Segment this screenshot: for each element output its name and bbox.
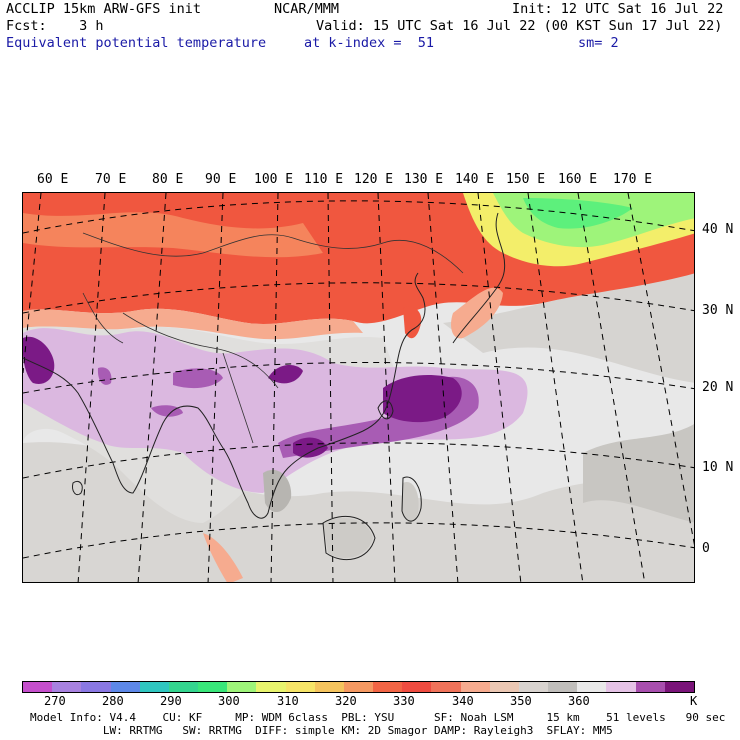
colorbar-label: 290 [160,694,182,708]
ocean-gray-patch [583,424,694,523]
ne-bright-green [523,198,633,229]
colorbar-swatch [489,682,519,692]
smoothing: sm= 2 [578,35,619,51]
lon-label: 80 E [152,172,184,187]
colorbar-label: 270 [44,694,66,708]
model-info-line2: LW: RRTMG SW: RRTMG DIFF: simple KM: 2D … [30,724,613,737]
colorbar-swatch [139,682,169,692]
forecast-hour: Fcst: 3 h [6,18,104,34]
colorbar-label: 310 [277,694,299,708]
lat-label: 10 N [702,460,734,475]
colorbar-label: 330 [393,694,415,708]
colorbar-swatch [227,682,257,692]
level-index: at k-index = 51 [304,35,435,51]
coastlines [23,212,506,561]
init-time: Init: 12 UTC Sat 16 Jul 22 [512,1,724,17]
lon-label: 110 E [304,172,344,187]
colorbar-unit: K [690,694,698,708]
burma-purple-patch [151,405,183,417]
colorbar [22,681,695,693]
colorbar-label: 280 [102,694,124,708]
lon-label: 90 E [205,172,237,187]
colorbar-swatch [256,682,286,692]
colorbar-swatch [548,682,578,692]
colorbar-label: 340 [452,694,474,708]
borneo-gray [323,518,373,558]
bay-purple-patch [173,368,223,389]
valid-time: Valid: 15 UTC Sat 16 Jul 22 (00 KST Sun … [316,18,723,34]
arabian-purple-patch [23,336,55,384]
lat-label: 30 N [702,303,734,318]
field-name: Equivalent potential temperature [6,35,267,51]
colorbar-label: 350 [510,694,532,708]
north-orange-streaks [23,212,323,258]
sumatra-salmon [203,533,243,582]
lat-label: 20 N [702,380,734,395]
colorbar-swatch [343,682,374,692]
model-title: ACCLIP 15km ARW-GFS init [6,1,202,17]
colorbar-swatch [606,682,636,692]
model-info-line1: Model Info: V4.4 CU: KF MP: WDM 6class P… [30,711,726,724]
colorbar-swatch [285,682,315,692]
colorbar-swatch [431,682,461,692]
colorbar-label: 300 [218,694,240,708]
lon-label: 60 E [37,172,69,187]
colorbar-swatch [402,682,432,692]
scs-deep-purple [293,437,328,458]
light-purple-belt [23,328,528,493]
indochina-dark [263,469,292,513]
lon-label: 150 E [506,172,546,187]
colorbar-swatch [110,682,140,692]
colorbar-swatch [168,682,199,692]
colorbar-swatch [23,682,53,692]
china-purple-patch [268,365,303,384]
korea-land [403,306,422,339]
taiwan-deep-purple [383,375,462,423]
theta-e-map [22,192,695,583]
colorbar-swatch [635,682,665,692]
political-borders [82,232,464,444]
colorbar-swatch [198,682,228,692]
lon-label: 170 E [613,172,653,187]
lon-label: 160 E [558,172,598,187]
colorbar-swatch [81,682,111,692]
center-label: NCAR/MMM [274,1,340,17]
lon-label: 120 E [354,172,394,187]
colorbar-swatch [664,682,694,692]
lon-label: 130 E [404,172,444,187]
colorbar-swatch [373,682,403,692]
colorbar-swatch [460,682,490,692]
lon-label: 100 E [254,172,294,187]
colorbar-swatch [52,682,82,692]
colorbar-swatch [577,682,607,692]
colorbar-label: 320 [335,694,357,708]
colorbar-swatch [518,682,549,692]
colorbar-label: 360 [568,694,590,708]
lat-label: 40 N [702,222,734,237]
lon-label: 70 E [95,172,127,187]
lat-label: 0 [702,541,710,556]
lon-label: 140 E [455,172,495,187]
philippines-gray [401,482,419,523]
colorbar-swatch [314,682,344,692]
tibet-gray-edge [23,308,363,340]
meridians [23,193,694,582]
